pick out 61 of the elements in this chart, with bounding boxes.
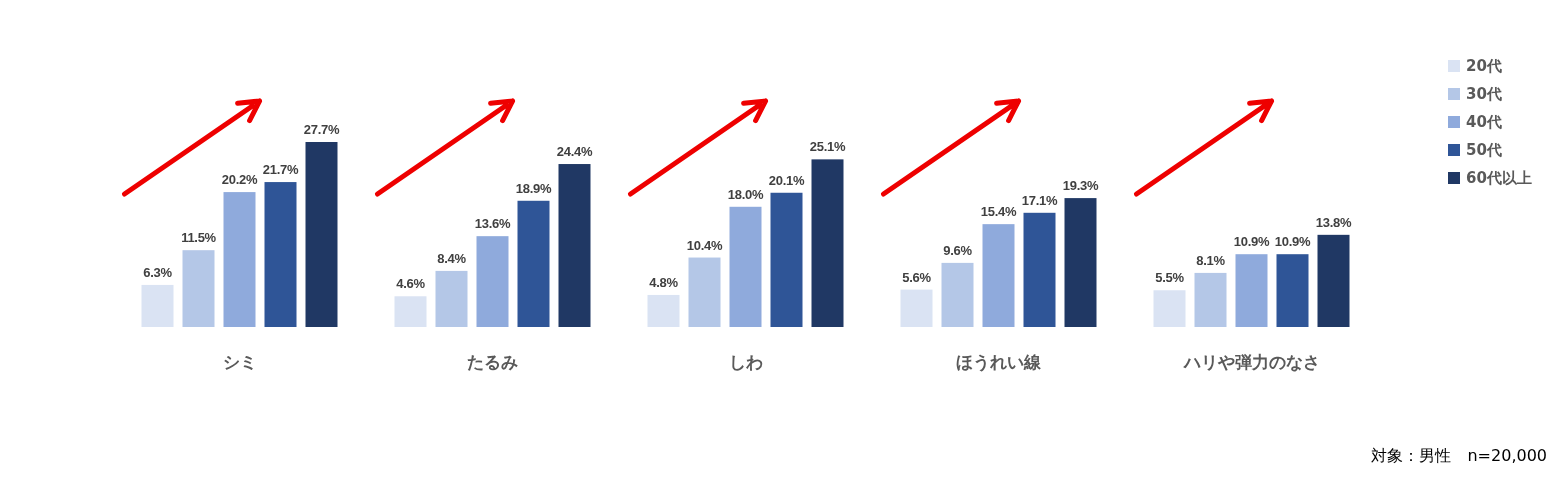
- bar: [1235, 254, 1268, 327]
- data-label: 21.7%: [262, 162, 299, 178]
- data-label: 18.9%: [515, 180, 552, 196]
- bar: [1276, 254, 1309, 327]
- bar: [517, 200, 550, 327]
- text: 対象：男性 n=20,000: [1371, 446, 1547, 465]
- legend-label: 40代: [1466, 113, 1502, 131]
- bar: [435, 270, 468, 327]
- legend-label: 60代以上: [1466, 169, 1532, 187]
- legend-label: 50代: [1466, 141, 1502, 159]
- data-label: 10.9%: [1233, 234, 1270, 250]
- data-label: 24.4%: [556, 144, 593, 160]
- data-label: 5.5%: [1155, 270, 1185, 286]
- x-tick-label: たるみ: [467, 352, 518, 372]
- bar: [1153, 290, 1186, 327]
- x-tick-label: ハリや弾力のなさ: [1181, 352, 1320, 372]
- bar: [770, 192, 803, 327]
- data-label: 10.9%: [1274, 234, 1311, 250]
- bar: [1194, 272, 1227, 327]
- bar: [647, 294, 680, 327]
- bar: [264, 182, 297, 327]
- bar: [811, 159, 844, 327]
- data-label: 11.5%: [181, 230, 217, 246]
- bar: [223, 192, 256, 327]
- bar: [729, 206, 762, 327]
- bar: [394, 296, 427, 327]
- data-label: 4.6%: [396, 276, 426, 292]
- legend-label: 20代: [1466, 57, 1502, 75]
- data-label: 20.1%: [768, 172, 805, 188]
- data-label: 6.3%: [143, 264, 173, 280]
- bar: [141, 284, 174, 327]
- data-label: 19.3%: [1062, 178, 1099, 194]
- data-label: 9.6%: [943, 242, 973, 258]
- data-label: 20.2%: [221, 172, 258, 188]
- data-label: 27.7%: [303, 122, 340, 137]
- bar: [305, 142, 338, 327]
- bar: [688, 257, 721, 327]
- data-label: 13.6%: [474, 216, 511, 232]
- data-label: 17.1%: [1021, 192, 1058, 208]
- data-label: 18.0%: [727, 186, 764, 202]
- x-tick-label: シミ: [222, 352, 257, 372]
- data-label: 10.4%: [686, 237, 723, 253]
- bar: [982, 224, 1015, 327]
- data-label: 15.4%: [980, 204, 1017, 220]
- x-tick-label: しわ: [728, 352, 763, 372]
- data-label: 25.1%: [809, 139, 846, 155]
- bar: [1023, 212, 1056, 327]
- bar: [900, 289, 933, 327]
- data-label: 8.4%: [437, 250, 467, 266]
- legend-label: 30代: [1466, 85, 1502, 103]
- data-label: 13.8%: [1315, 214, 1352, 230]
- bar: [558, 164, 591, 327]
- bar: [941, 262, 974, 327]
- data-label: 8.1%: [1196, 252, 1226, 268]
- bar: [1317, 234, 1350, 327]
- bar: [476, 236, 509, 327]
- bar: [1064, 198, 1097, 327]
- data-label: 5.6%: [902, 269, 932, 285]
- bar: [182, 250, 215, 327]
- data-label: 4.8%: [649, 274, 679, 290]
- x-tick-label: ほうれい線: [956, 352, 1042, 372]
